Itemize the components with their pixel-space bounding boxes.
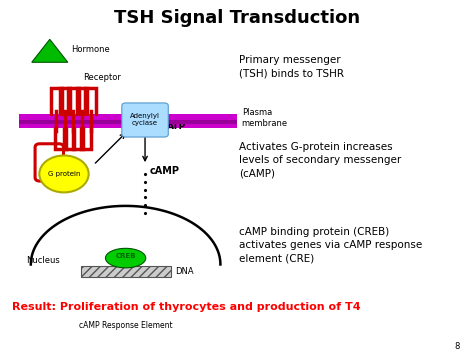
Text: CREB: CREB <box>115 253 136 259</box>
Text: cAMP Response Element: cAMP Response Element <box>79 321 173 330</box>
Text: DNA: DNA <box>175 267 194 276</box>
Text: Primary messenger
(TSH) binds to TSHR: Primary messenger (TSH) binds to TSHR <box>239 55 345 78</box>
Text: ATP: ATP <box>167 122 186 131</box>
Bar <box>19 114 237 128</box>
Text: Activates G-protein increases
levels of secondary messenger
(cAMP): Activates G-protein increases levels of … <box>239 142 401 179</box>
Text: Hormone: Hormone <box>71 45 110 54</box>
Text: Adenylyl
cyclase: Adenylyl cyclase <box>130 114 160 126</box>
Text: Plasma
membrane: Plasma membrane <box>242 108 288 129</box>
Text: cAMP binding protein (CREB)
activates genes via cAMP response
element (CRE): cAMP binding protein (CREB) activates ge… <box>239 227 423 264</box>
Text: 8: 8 <box>455 343 460 351</box>
Ellipse shape <box>105 248 146 268</box>
Bar <box>81 266 171 277</box>
FancyBboxPatch shape <box>122 103 168 137</box>
Text: Nucleus: Nucleus <box>26 256 60 266</box>
Text: Receptor: Receptor <box>83 72 121 82</box>
Circle shape <box>39 155 89 192</box>
Text: G protein: G protein <box>48 171 80 177</box>
Text: Result: Proliferation of thyrocytes and production of T4: Result: Proliferation of thyrocytes and … <box>12 302 360 312</box>
Text: cAMP: cAMP <box>150 166 180 176</box>
Text: TSH Signal Transduction: TSH Signal Transduction <box>114 9 360 27</box>
Bar <box>19 120 237 124</box>
Polygon shape <box>32 39 68 62</box>
